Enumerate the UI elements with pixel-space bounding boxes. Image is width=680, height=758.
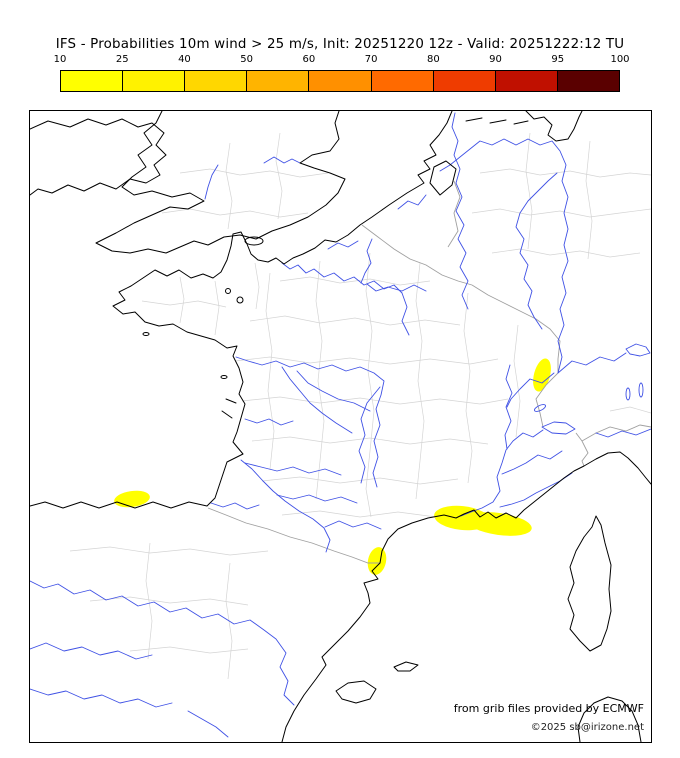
river-thames bbox=[263, 156, 301, 164]
coast-continental-nw bbox=[30, 111, 453, 509]
river-isere bbox=[501, 450, 563, 475]
colorbar-tick: 50 bbox=[240, 54, 254, 65]
colorbar-tick: 100 bbox=[610, 54, 630, 65]
river-seine bbox=[281, 262, 403, 294]
probability-region-alps-jura bbox=[533, 358, 551, 392]
river-duero bbox=[30, 642, 153, 660]
lake-como bbox=[638, 382, 644, 398]
river-dordogne bbox=[244, 462, 342, 476]
probability-regions-layer bbox=[114, 358, 551, 575]
colorbar-cell-0 bbox=[61, 71, 124, 91]
probability-region-west-pyrenees-coast bbox=[114, 490, 150, 508]
coast-german-bight bbox=[525, 111, 583, 142]
colorbar-tick: 40 bbox=[178, 54, 191, 65]
river-garonne bbox=[240, 459, 331, 553]
island-sardinia bbox=[577, 696, 642, 742]
colorbar-tick: 60 bbox=[302, 54, 316, 65]
river-tarn bbox=[324, 520, 382, 530]
coast-mediterranean bbox=[281, 451, 651, 742]
admin-boundaries-layer bbox=[69, 132, 651, 680]
lake-ijsselmeer bbox=[429, 160, 457, 196]
colorbar-tick: 80 bbox=[426, 54, 440, 65]
island-belle-ile bbox=[142, 332, 150, 336]
isle-of-wight bbox=[244, 236, 264, 246]
river-meuse bbox=[451, 112, 469, 310]
colorbar-cell-7 bbox=[495, 71, 558, 91]
map-svg bbox=[30, 111, 651, 742]
national-borders-layer bbox=[207, 180, 651, 564]
river-somme bbox=[327, 240, 359, 250]
colorbar-tick: 70 bbox=[364, 54, 378, 65]
river-oise bbox=[360, 238, 373, 284]
coast-ireland bbox=[30, 118, 167, 196]
colorbar-tick: 25 bbox=[115, 54, 129, 65]
river-vienne bbox=[281, 366, 353, 434]
colorbar-tick: 95 bbox=[551, 54, 565, 65]
lake-maggiore bbox=[625, 387, 631, 401]
island-corsica bbox=[567, 515, 612, 652]
river-doubs bbox=[506, 372, 555, 408]
frisian-island-3 bbox=[513, 120, 529, 125]
channel-island-guernsey bbox=[225, 288, 231, 294]
island-yeu bbox=[220, 375, 228, 379]
colorbar-cell-5 bbox=[371, 71, 434, 91]
river-scheldt bbox=[397, 194, 427, 210]
map-frame: from grib files provided by ECMWF ©2025 … bbox=[29, 110, 652, 743]
river-rhone bbox=[460, 429, 544, 517]
lake-neuchatel bbox=[534, 404, 546, 412]
colorbar-cell-3 bbox=[247, 71, 310, 91]
river-tajo bbox=[30, 688, 173, 708]
river-moselle bbox=[515, 172, 558, 330]
island-re bbox=[225, 398, 237, 404]
river-charente bbox=[244, 418, 294, 426]
river-durance bbox=[499, 472, 573, 508]
attribution-ecmwf: from grib files provided by ECMWF bbox=[453, 702, 644, 715]
island-oleron bbox=[221, 410, 233, 419]
colorbar-tick: 90 bbox=[489, 54, 502, 65]
colorbar-cell-2 bbox=[185, 71, 248, 91]
coastlines-layer bbox=[30, 111, 651, 742]
river-saone bbox=[504, 364, 513, 450]
colorbar-cell-1 bbox=[123, 71, 186, 91]
river-severn bbox=[204, 164, 219, 200]
colorbar-cell-8 bbox=[557, 71, 619, 91]
coast-great-britain bbox=[95, 111, 346, 254]
colorbar-cell-6 bbox=[433, 71, 496, 91]
river-ebro bbox=[30, 580, 295, 706]
river-loire bbox=[235, 356, 385, 488]
frisian-island-1 bbox=[465, 117, 483, 122]
river-allier bbox=[358, 386, 381, 484]
colorbar-wrap: 10 25 40 50 60 70 80 90 95 100 bbox=[54, 54, 630, 92]
channel-island-jersey bbox=[236, 296, 244, 304]
colorbar-tick: 10 bbox=[53, 54, 67, 65]
river-cher bbox=[296, 370, 371, 412]
frisian-island-2 bbox=[489, 119, 507, 124]
colorbar bbox=[60, 70, 620, 92]
lake-constance bbox=[625, 343, 651, 357]
river-jucar bbox=[187, 710, 229, 738]
river-po bbox=[595, 428, 651, 438]
lake-geneva bbox=[541, 421, 576, 435]
probability-region-catalonia-coast bbox=[367, 547, 387, 575]
attribution-copyright: ©2025 sb@irizone.net bbox=[530, 722, 644, 733]
river-yonne bbox=[401, 292, 410, 336]
island-mallorca bbox=[335, 680, 377, 704]
river-rhine bbox=[439, 138, 627, 374]
river-lot bbox=[276, 494, 358, 504]
river-adour bbox=[210, 502, 260, 510]
river-marne bbox=[366, 283, 427, 292]
colorbar-ticks: 10 25 40 50 60 70 80 90 95 100 bbox=[54, 54, 630, 68]
island-menorca bbox=[393, 661, 419, 672]
colorbar-cell-4 bbox=[309, 71, 372, 91]
map-title: IFS - Probabilities 10m wind > 25 m/s, I… bbox=[55, 37, 625, 52]
rivers-layer bbox=[30, 112, 651, 738]
